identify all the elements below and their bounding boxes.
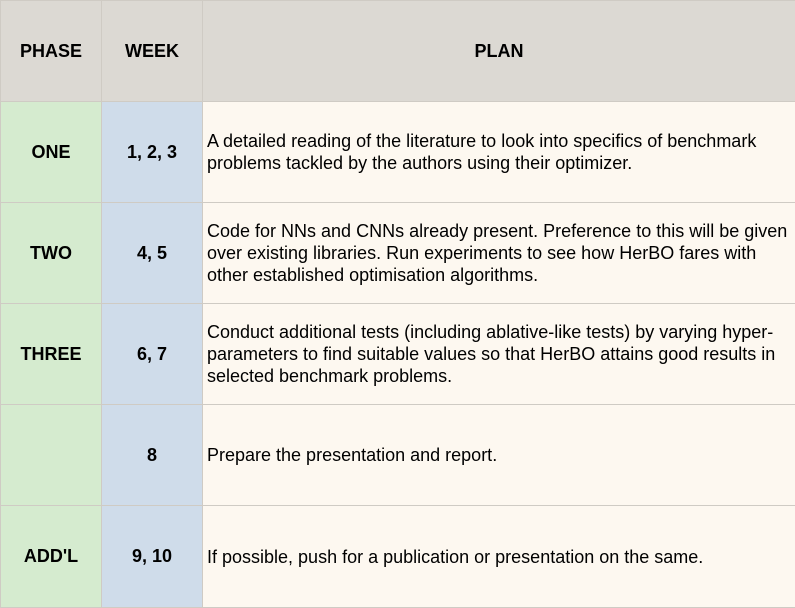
plan-cell: Prepare the presentation and report.: [202, 404, 795, 506]
table-row: THREE 6, 7 Conduct additional tests (inc…: [0, 303, 795, 405]
plan-cell: Code for NNs and CNNs already present. P…: [202, 202, 795, 304]
header-week: WEEK: [101, 0, 203, 102]
plan-cell: Conduct additional tests (including abla…: [202, 303, 795, 405]
plan-cell: A detailed reading of the literature to …: [202, 101, 795, 203]
phase-cell: ONE: [0, 101, 102, 203]
table-row: 8 Prepare the presentation and report.: [0, 404, 795, 506]
table-row: ADD'L 9, 10 If possible, push for a publ…: [0, 505, 795, 608]
header-row: PHASE WEEK PLAN: [0, 0, 795, 102]
table-row: ONE 1, 2, 3 A detailed reading of the li…: [0, 101, 795, 203]
header-plan: PLAN: [202, 0, 795, 102]
week-cell: 1, 2, 3: [101, 101, 203, 203]
phase-cell: TWO: [0, 202, 102, 304]
phase-cell: [0, 404, 102, 506]
phase-cell: THREE: [0, 303, 102, 405]
week-cell: 4, 5: [101, 202, 203, 304]
plan-cell: If possible, push for a publication or p…: [202, 505, 795, 608]
header-phase: PHASE: [0, 0, 102, 102]
table-row: TWO 4, 5 Code for NNs and CNNs already p…: [0, 202, 795, 304]
week-cell: 8: [101, 404, 203, 506]
week-cell: 6, 7: [101, 303, 203, 405]
phase-cell: ADD'L: [0, 505, 102, 608]
week-cell: 9, 10: [101, 505, 203, 608]
